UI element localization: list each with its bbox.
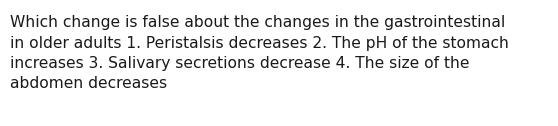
Text: Which change is false about the changes in the gastrointestinal
in older adults : Which change is false about the changes … <box>10 15 509 91</box>
